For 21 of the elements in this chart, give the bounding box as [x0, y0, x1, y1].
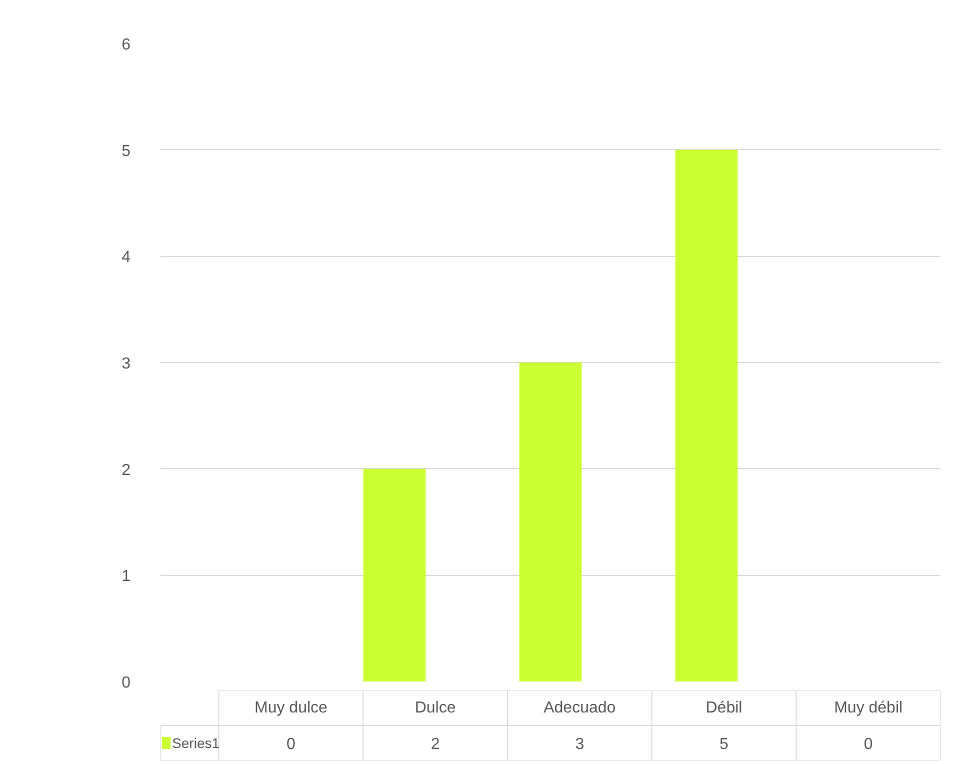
x-tick-label: Muy débil [834, 700, 903, 716]
legend-label: Series1 [172, 735, 220, 751]
bar [519, 362, 582, 682]
y-tick-label: 6 [122, 36, 131, 54]
y-tick-label: 0 [122, 674, 131, 692]
x-tick-label: Muy dulce [254, 700, 328, 716]
bar [675, 150, 738, 682]
y-tick-label: 1 [122, 568, 131, 586]
y-tick-label: 4 [122, 249, 131, 266]
bar [363, 468, 426, 682]
data-label: 0 [864, 736, 873, 753]
x-tick-label: Dulce [414, 700, 456, 716]
data-label: 2 [430, 736, 440, 753]
y-tick-label: 5 [122, 142, 131, 160]
x-tick-label: Adecuado [544, 700, 616, 716]
x-tick-label: Débil [706, 700, 742, 716]
y-tick-label: 3 [122, 356, 131, 372]
data-label: 0 [286, 736, 296, 753]
data-label: 5 [720, 736, 729, 753]
data-label: 3 [575, 736, 584, 753]
y-tick-label: 2 [122, 462, 131, 479]
